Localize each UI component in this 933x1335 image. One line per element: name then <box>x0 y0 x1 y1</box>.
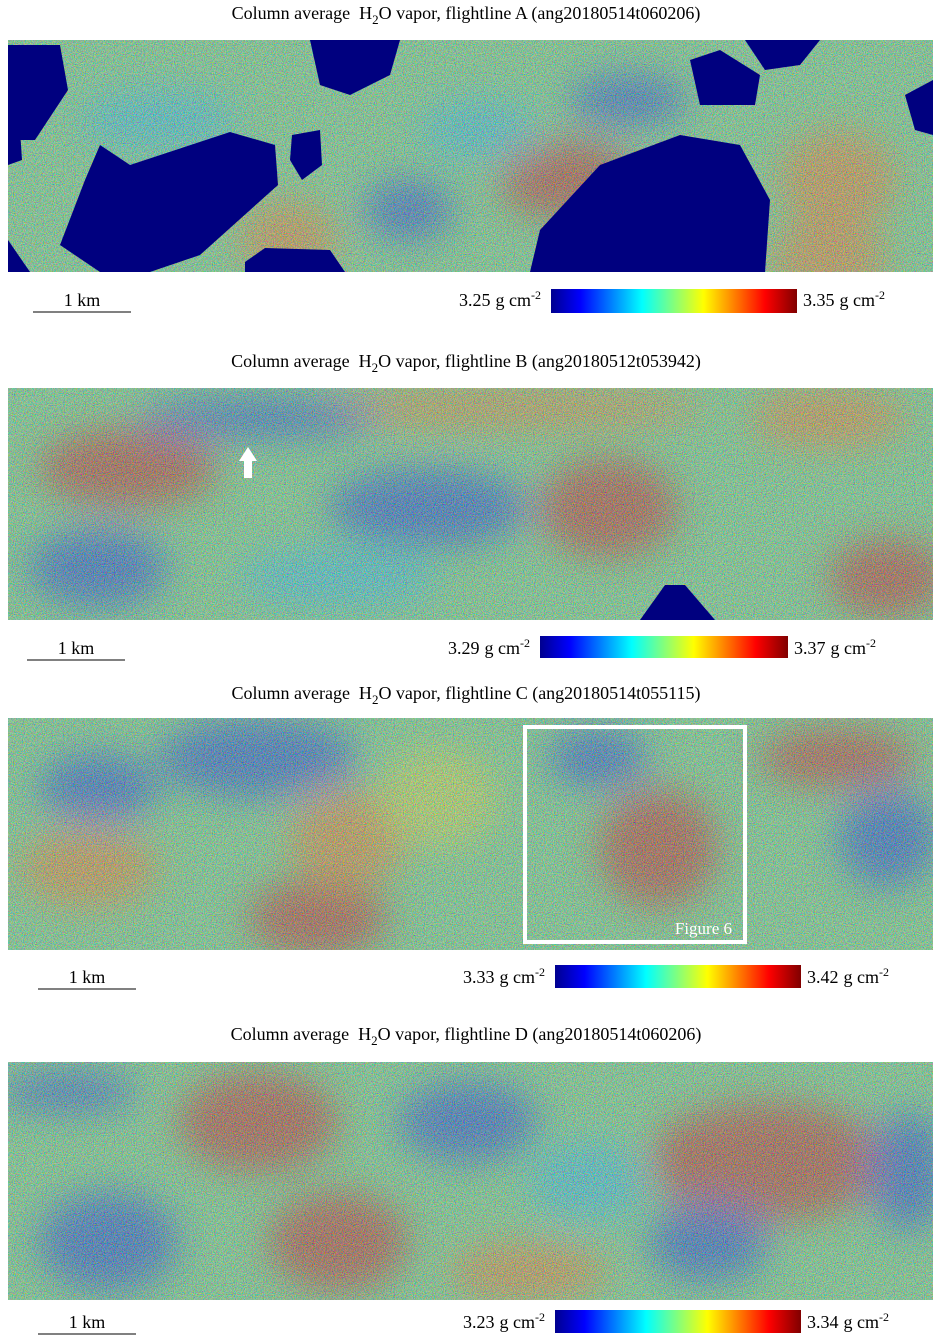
panel: Column average H2O vapor, flightline D (… <box>0 1024 933 1334</box>
colorbar-unit: g cm <box>496 290 532 310</box>
heatmap-image <box>8 388 933 620</box>
scale-bar-label: 1 km <box>69 967 106 987</box>
heatmap-image <box>8 718 933 958</box>
colorbar-unit-exponent: -2 <box>875 288 885 302</box>
masked-area <box>8 128 22 165</box>
panel-title: Column average H2O vapor, flightline C (… <box>231 683 700 707</box>
colorbar-unit-exponent: -2 <box>879 1310 889 1324</box>
heatmap-noise <box>8 388 933 620</box>
page: {"panels": [ {"title": {"prefix": "Colum… <box>0 0 933 1335</box>
colorbar-value: 3.42 <box>807 967 839 987</box>
panel-title: Column average H2O vapor, flightline D (… <box>231 1024 702 1048</box>
heatmap-image <box>0 1062 933 1302</box>
title-text: O vapor, flightline C (ang20180514t05511… <box>378 683 700 704</box>
colorbar-unit: g cm <box>485 638 521 658</box>
scale-bar-label: 1 km <box>64 290 101 310</box>
colorbar <box>551 289 797 313</box>
figure: Column average H2O vapor, flightline A (… <box>0 0 933 1335</box>
title-text: O vapor, flightline B (ang20180512t05394… <box>378 351 701 372</box>
colorbar-value: 3.23 <box>463 1312 495 1332</box>
scale-bar-label: 1 km <box>69 1312 106 1332</box>
colorbar-unit: g cm <box>840 290 876 310</box>
colorbar-unit-exponent: -2 <box>520 636 530 650</box>
colorbar-unit: g cm <box>500 967 536 987</box>
colorbar-value: 3.25 <box>459 290 491 310</box>
masked-area <box>245 248 345 272</box>
panel: Column average H2O vapor, flightline A (… <box>8 3 933 313</box>
inset-label: Figure 6 <box>675 919 732 938</box>
heatmap-noise <box>8 1062 933 1300</box>
colorbar-value: 3.34 <box>807 1312 839 1332</box>
colorbar-unit-exponent: -2 <box>535 965 545 979</box>
title-text: Column average H <box>232 3 372 23</box>
panel-title: Column average H2O vapor, flightline A (… <box>232 3 701 27</box>
colorbar-unit-exponent: -2 <box>866 636 876 650</box>
colorbar-value: 3.29 <box>448 638 480 658</box>
colorbar-unit: g cm <box>831 638 867 658</box>
colorbar-unit-exponent: -2 <box>879 965 889 979</box>
title-text: Column average H <box>231 351 371 371</box>
heatmap-noise <box>8 718 933 950</box>
panel-title: Column average H2O vapor, flightline B (… <box>231 351 701 375</box>
colorbar <box>555 1310 801 1333</box>
title-text: O vapor, flightline D (ang20180514t06020… <box>378 1024 702 1045</box>
panel: Column average H2O vapor, flightline C (… <box>8 683 933 989</box>
colorbar-value: 3.33 <box>463 967 495 987</box>
heatmap-image <box>8 40 933 300</box>
panel: Column average H2O vapor, flightline B (… <box>8 351 933 660</box>
title-text: O vapor, flightline A (ang20180514t06020… <box>379 3 701 24</box>
title-text: Column average H <box>231 1024 371 1044</box>
colorbar-unit-exponent: -2 <box>535 1310 545 1324</box>
colorbar <box>555 965 801 988</box>
title-text: Column average H <box>231 683 371 703</box>
colorbar-value: 3.35 <box>803 290 835 310</box>
scale-bar-label: 1 km <box>58 638 95 658</box>
colorbar-unit-exponent: -2 <box>531 288 541 302</box>
colorbar-value: 3.37 <box>794 638 826 658</box>
colorbar <box>540 636 788 658</box>
colorbar-unit: g cm <box>844 1312 880 1332</box>
colorbar-unit: g cm <box>500 1312 536 1332</box>
colorbar-unit: g cm <box>844 967 880 987</box>
